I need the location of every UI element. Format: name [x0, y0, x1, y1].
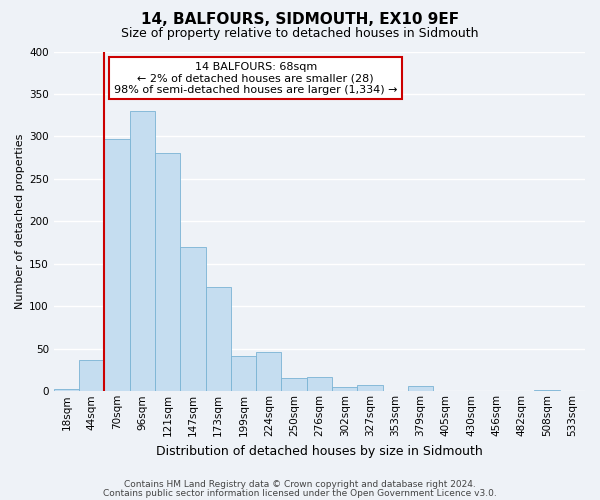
Bar [281, 378, 307, 392]
Bar [54, 388, 79, 392]
Text: 14, BALFOURS, SIDMOUTH, EX10 9EF: 14, BALFOURS, SIDMOUTH, EX10 9EF [141, 12, 459, 28]
Y-axis label: Number of detached properties: Number of detached properties [15, 134, 25, 309]
Bar [79, 360, 104, 392]
X-axis label: Distribution of detached houses by size in Sidmouth: Distribution of detached houses by size … [156, 444, 483, 458]
Text: 14 BALFOURS: 68sqm
← 2% of detached houses are smaller (28)
98% of semi-detached: 14 BALFOURS: 68sqm ← 2% of detached hous… [114, 62, 397, 95]
Bar [332, 387, 358, 392]
Bar [408, 386, 433, 392]
Bar [307, 377, 332, 392]
Text: Contains public sector information licensed under the Open Government Licence v3: Contains public sector information licen… [103, 488, 497, 498]
Bar [104, 139, 130, 392]
Bar [206, 287, 231, 392]
Bar [358, 386, 383, 392]
Bar [535, 390, 560, 392]
Text: Contains HM Land Registry data © Crown copyright and database right 2024.: Contains HM Land Registry data © Crown c… [124, 480, 476, 489]
Bar [155, 154, 180, 392]
Bar [130, 111, 155, 392]
Bar [256, 352, 281, 392]
Bar [231, 356, 256, 392]
Text: Size of property relative to detached houses in Sidmouth: Size of property relative to detached ho… [121, 28, 479, 40]
Bar [180, 247, 206, 392]
